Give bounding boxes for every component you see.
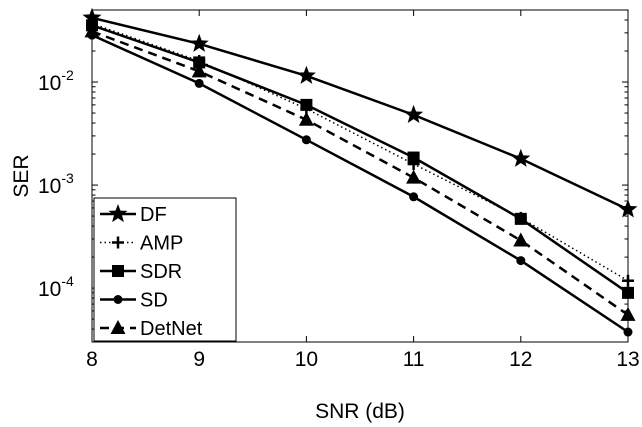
x-tick-label: 13 bbox=[616, 348, 639, 371]
data-point-df bbox=[189, 33, 209, 52]
x-tick-label: 10 bbox=[295, 348, 318, 371]
legend: DF AMP SDR SD DetNet bbox=[93, 197, 237, 342]
data-point-sd bbox=[194, 78, 204, 88]
data-point-detnet bbox=[406, 169, 422, 184]
legend-item-sdr: SDR bbox=[100, 261, 182, 283]
legend-marker-df bbox=[108, 204, 128, 223]
y-tick-exponent: -3 bbox=[61, 170, 74, 186]
series-line-sdr bbox=[91, 24, 629, 294]
data-point-detnet bbox=[191, 63, 207, 78]
data-point-detnet bbox=[298, 111, 314, 126]
legend-label-df: DF bbox=[140, 204, 167, 226]
x-axis-label: SNR (dB) bbox=[315, 400, 405, 423]
series-line-detnet bbox=[91, 30, 629, 316]
legend-item-df: DF bbox=[100, 204, 167, 226]
x-tick-label: 11 bbox=[403, 348, 425, 371]
y-tick-base: 10 bbox=[38, 72, 61, 95]
x-tick-label: 12 bbox=[509, 348, 532, 371]
data-point-sd bbox=[409, 192, 419, 202]
series-line-amp bbox=[91, 22, 629, 282]
data-point-sd bbox=[301, 135, 311, 145]
data-point-df bbox=[296, 65, 316, 84]
y-tick-base: 10 bbox=[38, 278, 61, 301]
axes-layer bbox=[91, 9, 629, 343]
y-tick-exponent: -4 bbox=[61, 273, 74, 289]
y-tick-label: 10-4 bbox=[38, 273, 74, 301]
y-tick-exponent: -2 bbox=[61, 67, 74, 83]
data-point-sd bbox=[516, 256, 526, 266]
data-point-sdr bbox=[193, 56, 206, 69]
data-point-df bbox=[511, 148, 531, 167]
legend-item-detnet: DetNet bbox=[100, 318, 203, 340]
data-point-sdr bbox=[407, 151, 420, 164]
legend-label-detnet: DetNet bbox=[140, 318, 203, 340]
legend-label-amp: AMP bbox=[140, 233, 183, 255]
y-axis-label: SER bbox=[10, 154, 33, 197]
series-line-df bbox=[91, 16, 629, 211]
y-tick-label: 10-2 bbox=[38, 67, 74, 95]
data-point-df bbox=[404, 104, 424, 123]
legend-item-sd: SD bbox=[100, 290, 168, 312]
legend-label-sd: SD bbox=[140, 290, 168, 312]
legend-marker-sd bbox=[113, 295, 123, 304]
x-tick-label: 9 bbox=[193, 348, 205, 371]
legend-marker-sdr bbox=[112, 265, 124, 277]
series-sdr bbox=[86, 19, 634, 299]
plot-frame bbox=[91, 9, 629, 343]
data-point-sdr bbox=[514, 212, 527, 225]
legend-marker-detnet bbox=[110, 320, 126, 334]
series-line-sd bbox=[91, 34, 629, 334]
series-layer bbox=[82, 7, 638, 337]
x-tick-label: 8 bbox=[86, 348, 98, 371]
y-tick-label: 10-3 bbox=[38, 170, 74, 198]
data-point-sdr bbox=[300, 98, 313, 111]
legend-label-sdr: SDR bbox=[140, 261, 182, 283]
data-point-detnet bbox=[513, 232, 529, 247]
legend-marker-amp bbox=[112, 236, 124, 249]
y-tick-base: 10 bbox=[38, 175, 61, 198]
legend-item-amp: AMP bbox=[100, 233, 183, 255]
